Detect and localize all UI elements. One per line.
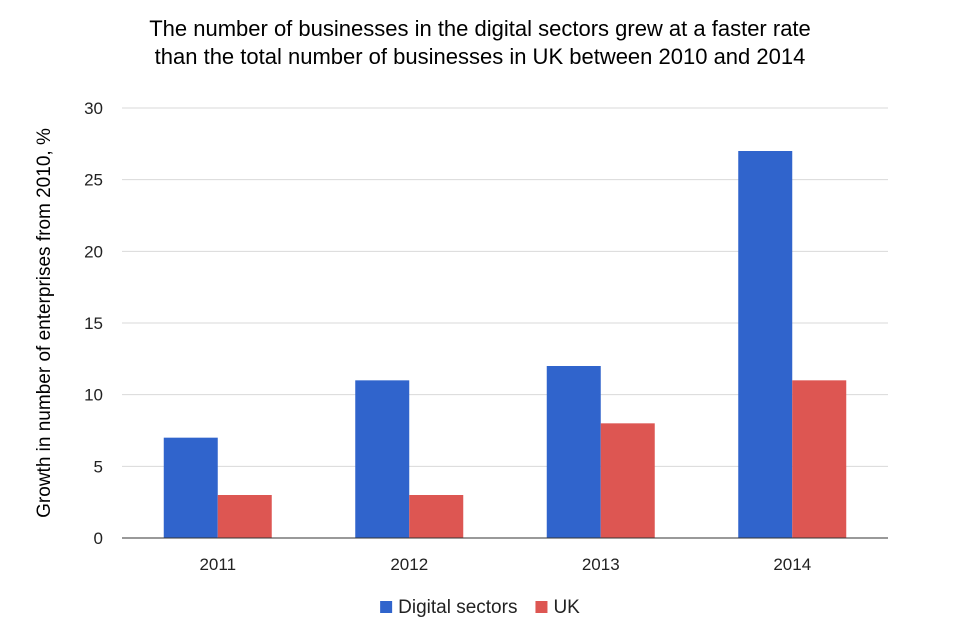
y-tick-label: 5 (94, 457, 103, 476)
bar-uk-2012 (409, 495, 464, 538)
legend-label-digital-sectors: Digital sectors (398, 597, 517, 618)
bar-digital-sectors-2013 (546, 366, 601, 538)
y-tick-label: 25 (84, 171, 103, 190)
y-tick-label: 0 (94, 529, 103, 548)
legend-label-uk: UK (553, 597, 580, 618)
y-tick-label: 15 (84, 314, 103, 333)
bar-uk-2011 (217, 495, 272, 538)
x-tick-label: 2011 (199, 555, 236, 574)
chart-title-line-2: than the total number of businesses in U… (154, 44, 806, 69)
x-tick-label: 2014 (773, 555, 811, 574)
chart-title-line-1: The number of businesses in the digital … (149, 16, 811, 41)
bar-uk-2013 (600, 423, 655, 538)
y-tick-label: 20 (84, 242, 103, 261)
bar-uk-2014 (792, 380, 847, 538)
y-tick-label: 10 (84, 386, 103, 405)
bar-digital-sectors-2012 (355, 380, 410, 538)
bar-digital-sectors-2011 (163, 437, 218, 538)
legend: Digital sectors UK (380, 597, 580, 618)
bars (163, 151, 847, 538)
y-axis-label: Growth in number of enterprises from 201… (34, 128, 55, 518)
legend-swatch-uk (535, 601, 548, 613)
legend-swatch-digital-sectors (380, 601, 393, 613)
bar-digital-sectors-2014 (738, 151, 793, 538)
x-tick-label: 2012 (390, 555, 428, 574)
x-tick-label: 2013 (582, 555, 620, 574)
axes: 0 5 10 15 20 25 30 2011 2012 2013 2014 (84, 99, 888, 574)
y-tick-label: 30 (84, 99, 103, 118)
